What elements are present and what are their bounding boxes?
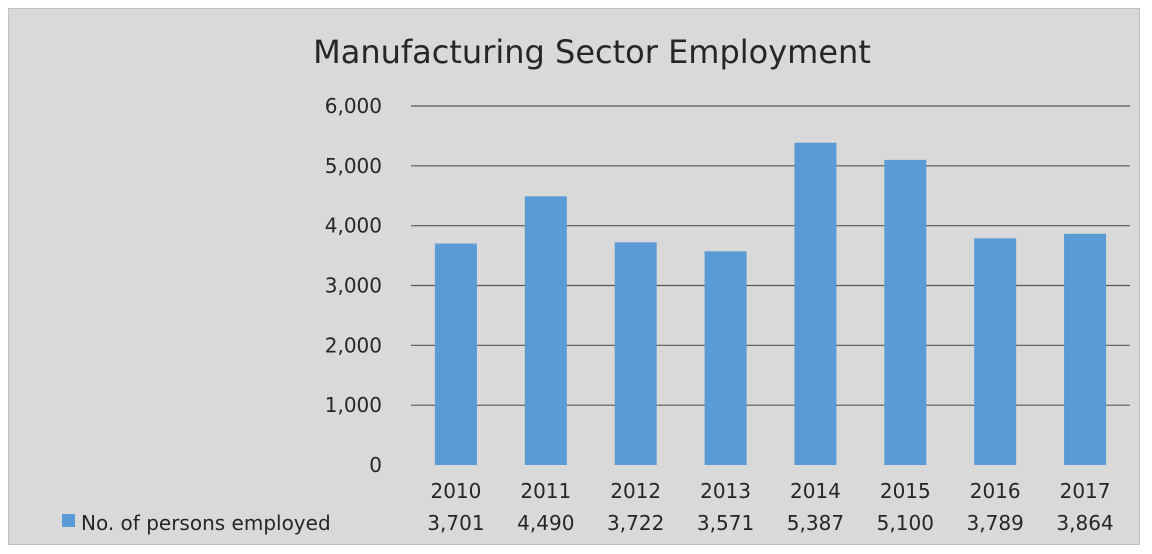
bar (974, 238, 1017, 465)
x-tick-label: 2010 (430, 479, 481, 503)
data-table-value: 3,701 (427, 511, 484, 535)
x-tick-label: 2013 (700, 479, 751, 503)
y-tick-label: 5,000 (325, 154, 382, 178)
y-tick-label: 0 (369, 453, 382, 477)
x-tick-label: 2016 (970, 479, 1021, 503)
x-tick-label: 2017 (1060, 479, 1111, 503)
bar (524, 196, 567, 465)
data-table-value: 3,571 (697, 511, 754, 535)
x-tick-label: 2015 (880, 479, 931, 503)
data-table-value: 3,864 (1056, 511, 1113, 535)
bar (794, 142, 837, 465)
y-tick-label: 3,000 (325, 274, 382, 298)
x-tick-label: 2014 (790, 479, 841, 503)
chart-title: Manufacturing Sector Employment (313, 33, 871, 71)
bar (434, 243, 477, 465)
x-axis-ticks: 2010 2011 2012 2013 2014 2015 2016 2017 (430, 479, 1110, 503)
data-table-value: 3,722 (607, 511, 664, 535)
bar (884, 159, 927, 465)
data-table-value: 4,490 (517, 511, 574, 535)
chart-area (8, 8, 1140, 545)
y-tick-label: 6,000 (325, 94, 382, 118)
data-table-legend: No. of persons employed (62, 511, 331, 535)
x-tick-label: 2011 (520, 479, 571, 503)
data-table-value: 5,100 (877, 511, 934, 535)
y-tick-label: 4,000 (325, 214, 382, 238)
data-table-value: 3,789 (967, 511, 1024, 535)
gridlines (411, 105, 1130, 406)
y-tick-label: 2,000 (325, 333, 382, 357)
bar (614, 242, 657, 465)
data-table-values: 3,701 4,490 3,722 3,571 5,387 5,100 3,789 3,864 (427, 511, 1113, 535)
bar (704, 251, 747, 465)
legend-label: No. of persons employed (81, 511, 331, 535)
legend-swatch (62, 514, 75, 527)
data-table-value: 5,387 (787, 511, 844, 535)
bars (434, 142, 1107, 465)
y-axis-ticks: 0 1,000 2,000 3,000 4,000 5,000 6,000 (325, 94, 382, 477)
y-tick-label: 1,000 (325, 393, 382, 417)
bar (1064, 233, 1107, 465)
x-tick-label: 2012 (610, 479, 661, 503)
